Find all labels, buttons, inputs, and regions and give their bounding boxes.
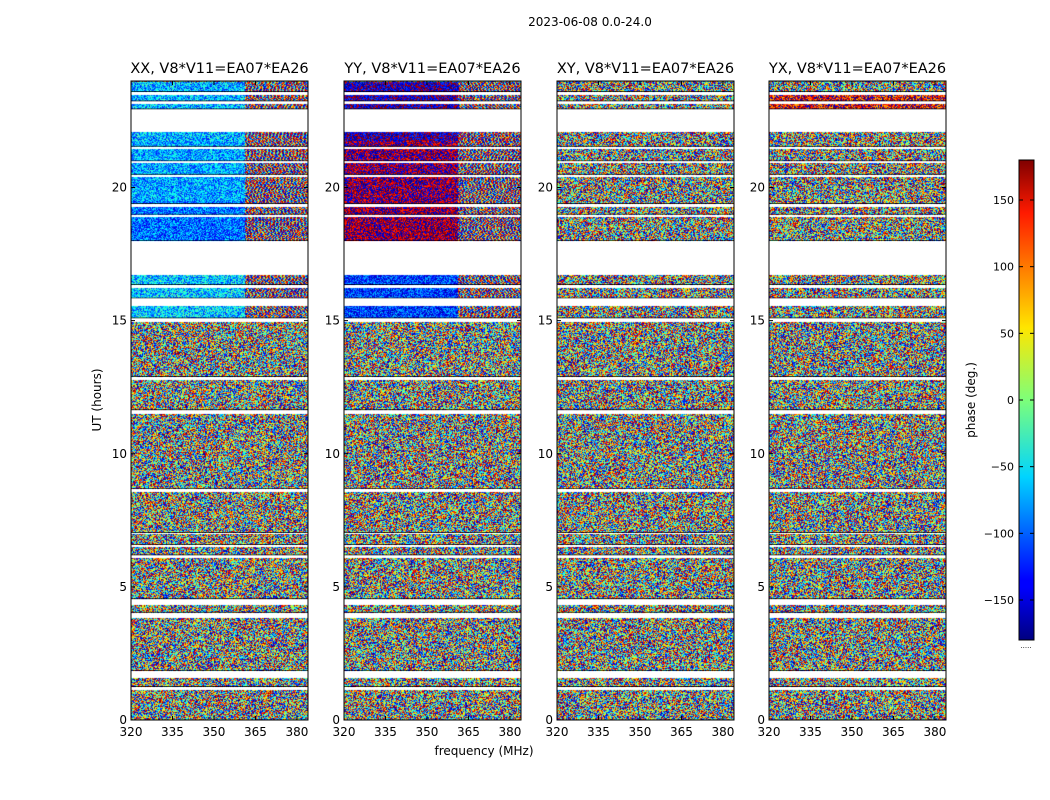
x-tick-label: 350 <box>841 725 864 739</box>
panel-frame <box>556 80 735 721</box>
colorbar-ticks: −150 −100 −50 0 50 100 150 <box>984 194 1034 607</box>
x-tick-label: 320 <box>120 725 143 739</box>
x-tick-label: 365 <box>882 725 905 739</box>
figure-suptitle: 2023-06-08 0.0-24.0 <box>528 15 652 29</box>
x-tick-label: 365 <box>457 725 480 739</box>
panel-yx-heatmap <box>769 81 946 720</box>
y-tick-label: 10 <box>538 447 553 461</box>
y-tick-label: 0 <box>119 713 127 727</box>
x-tick-label: 335 <box>799 725 822 739</box>
panel-xy-heatmap <box>557 81 734 720</box>
panel-yx: YX, V8*V11=EA07*EA26 320 335 350 365 380 0 5 10 1… <box>750 61 947 739</box>
x-tick-label: 320 <box>546 725 569 739</box>
y-tick-label: 15 <box>325 314 340 328</box>
panel-yy: YY, V8*V11=EA07*EA26 320 335 350 365 380 0 5 10 1… <box>325 61 522 739</box>
y-tick-label: 0 <box>332 713 340 727</box>
x-tick-label: 350 <box>203 725 226 739</box>
panel-xx-heatmap <box>131 81 308 720</box>
panel-yy-heatmap <box>344 81 521 720</box>
panel-title: XX, V8*V11=EA07*EA26 <box>130 61 308 77</box>
colorbar-tick-label: 150 <box>993 194 1014 207</box>
y-tick-label: 20 <box>325 181 340 195</box>
panel-frame <box>768 80 947 721</box>
colorbar-extra-label: ..... <box>1020 642 1031 650</box>
panel-xx: XX, V8*V11=EA07*EA26 320 335 350 365 380 0 5 10 1… <box>112 61 309 739</box>
colorbar-tick-label: 50 <box>1000 327 1014 340</box>
y-axis-label: UT (hours) <box>90 368 104 431</box>
panels-group: XX, V8*V11=EA07*EA26 320 335 350 365 380 0 5 10 1… <box>112 61 947 739</box>
x-tick-label: 350 <box>629 725 652 739</box>
y-tick-label: 5 <box>757 580 765 594</box>
x-tick-label: 335 <box>161 725 184 739</box>
panel-title: YX, V8*V11=EA07*EA26 <box>768 61 946 77</box>
y-tick-label: 5 <box>119 580 127 594</box>
y-tick-label: 5 <box>332 580 340 594</box>
x-tick-label: 320 <box>333 725 356 739</box>
y-tick-label: 20 <box>538 181 553 195</box>
y-tick-label: 20 <box>112 181 127 195</box>
panel-title: YY, V8*V11=EA07*EA26 <box>343 61 520 77</box>
colorbar-label: phase (deg.) <box>964 362 978 438</box>
x-tick-label: 380 <box>923 725 946 739</box>
y-tick-label: 15 <box>750 314 765 328</box>
y-tick-label: 10 <box>112 447 127 461</box>
colorbar-tick-label: −50 <box>991 461 1014 474</box>
y-tick-label: 10 <box>750 447 765 461</box>
x-tick-label: 380 <box>711 725 734 739</box>
panel-frame <box>130 80 309 721</box>
x-tick-label: 365 <box>244 725 267 739</box>
y-tick-label: 15 <box>112 314 127 328</box>
x-tick-label: 335 <box>587 725 610 739</box>
x-axis-label: frequency (MHz) <box>434 744 533 758</box>
colorbar-tick-label: 0 <box>1007 394 1014 407</box>
y-tick-label: 10 <box>325 447 340 461</box>
x-tick-label: 365 <box>670 725 693 739</box>
y-tick-label: 15 <box>538 314 553 328</box>
panel-title: XY, V8*V11=EA07*EA26 <box>557 61 734 77</box>
panel-frame <box>343 80 522 721</box>
y-tick-label: 5 <box>545 580 553 594</box>
x-tick-label: 380 <box>285 725 308 739</box>
colorbar-tick-label: −150 <box>984 594 1014 607</box>
colorbar: −150 −100 −50 0 50 100 150 phase (deg.) ..... <box>964 159 1035 650</box>
y-tick-label: 0 <box>545 713 553 727</box>
x-tick-label: 350 <box>416 725 439 739</box>
x-tick-label: 320 <box>758 725 781 739</box>
panel-xy: XY, V8*V11=EA07*EA26 320 335 350 365 380 0 5 10 1… <box>538 61 735 739</box>
y-tick-label: 0 <box>757 713 765 727</box>
colorbar-tick-label: −100 <box>984 527 1014 540</box>
x-tick-label: 380 <box>498 725 521 739</box>
y-tick-label: 20 <box>750 181 765 195</box>
x-tick-label: 335 <box>374 725 397 739</box>
colorbar-tick-label: 100 <box>993 261 1014 274</box>
